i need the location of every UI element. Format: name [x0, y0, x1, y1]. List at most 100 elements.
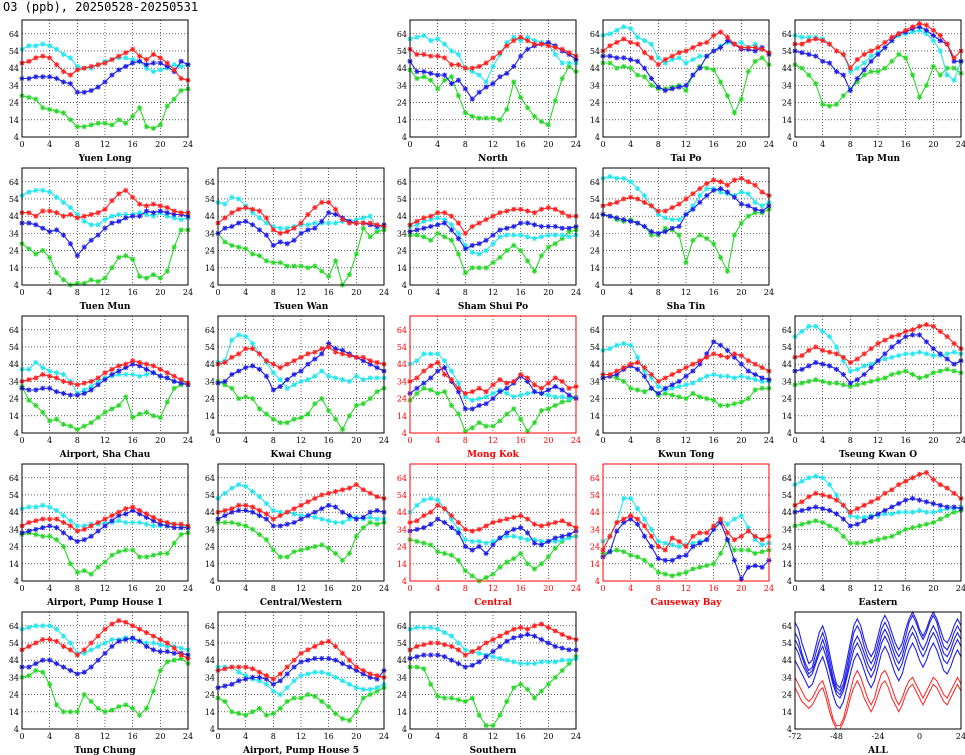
- data-point-red: [332, 349, 339, 355]
- data-point-red: [731, 537, 738, 543]
- data-point-green: [524, 686, 531, 693]
- data-point-blue: [26, 75, 32, 82]
- x-tick-label: 8: [75, 436, 80, 445]
- data-point-blue: [462, 664, 468, 670]
- data-point-blue: [868, 514, 874, 520]
- data-point-red: [545, 624, 551, 631]
- data-point-red: [305, 647, 311, 653]
- y-tick-label: 24: [397, 691, 407, 700]
- data-point-red: [157, 366, 163, 372]
- data-point-green: [545, 122, 551, 128]
- data-point-red: [896, 31, 902, 37]
- data-point-red: [291, 657, 297, 663]
- data-point-red: [704, 354, 710, 360]
- x-tick-label: 4: [820, 436, 825, 445]
- y-tick-label: 44: [205, 360, 215, 369]
- data-point-red: [840, 51, 847, 58]
- data-point-blue: [136, 511, 143, 517]
- data-point-blue: [504, 638, 510, 644]
- data-point-green: [717, 79, 724, 85]
- y-tick-label: 34: [9, 229, 19, 238]
- y-tick-label: 34: [205, 229, 215, 238]
- data-point-green: [676, 571, 682, 577]
- data-point-cyan: [683, 382, 689, 388]
- data-point-blue: [861, 67, 867, 73]
- data-point-green: [524, 258, 531, 264]
- data-point-green: [704, 65, 710, 71]
- data-point-red: [937, 32, 943, 39]
- data-point-red: [291, 358, 297, 364]
- data-point-cyan: [448, 222, 455, 228]
- station-name: Kwai Chung: [270, 450, 332, 460]
- data-point-green: [462, 698, 468, 705]
- data-point-blue: [270, 681, 276, 687]
- data-point-red: [448, 643, 455, 650]
- data-point-cyan: [455, 51, 462, 58]
- x-tick-label: 4: [435, 732, 440, 741]
- data-point-red: [634, 41, 641, 47]
- data-point-green: [559, 235, 565, 242]
- data-point-cyan: [116, 211, 122, 218]
- data-point-red: [566, 635, 572, 641]
- data-point-cyan: [53, 626, 60, 632]
- data-point-red: [545, 521, 551, 527]
- data-point-cyan: [930, 38, 936, 44]
- data-point-cyan: [74, 523, 80, 529]
- data-point-cyan: [614, 175, 620, 181]
- data-point-red: [291, 225, 297, 231]
- x-tick-label: 12: [296, 436, 306, 445]
- data-point-red: [621, 36, 627, 42]
- data-point-green: [53, 702, 60, 708]
- x-tick-label: 0: [600, 584, 605, 593]
- data-point-blue: [826, 507, 833, 514]
- x-tick-label: 0: [600, 140, 605, 149]
- x-tick-label: 0: [407, 288, 412, 297]
- data-point-red: [847, 65, 853, 71]
- x-tick-label: 16: [324, 732, 334, 741]
- data-point-blue: [854, 521, 860, 527]
- data-point-red: [882, 490, 888, 496]
- data-point-blue: [826, 60, 833, 66]
- y-tick-label: 34: [9, 673, 19, 682]
- data-point-red: [81, 380, 87, 386]
- data-point-blue: [724, 38, 731, 44]
- data-point-green: [731, 232, 738, 238]
- data-point-cyan: [476, 538, 482, 545]
- data-point-blue: [116, 638, 122, 644]
- data-point-red: [490, 55, 496, 61]
- y-tick-label: 44: [782, 64, 792, 73]
- data-point-green: [102, 275, 108, 281]
- data-point-blue: [236, 368, 242, 374]
- data-point-cyan: [243, 334, 249, 340]
- data-point-red: [628, 361, 634, 367]
- data-point-cyan: [178, 63, 184, 70]
- data-point-green: [222, 519, 228, 526]
- data-point-green: [455, 93, 462, 99]
- data-point-green: [136, 712, 143, 718]
- data-point-cyan: [53, 194, 60, 200]
- data-point-blue: [690, 72, 696, 78]
- y-tick-label: 44: [397, 656, 407, 665]
- data-point-green: [448, 402, 455, 409]
- data-point-green: [374, 688, 380, 694]
- x-tick-label: 12: [681, 584, 691, 593]
- data-point-cyan: [47, 189, 53, 195]
- station-name: Tai Po: [671, 154, 702, 164]
- y-tick-label: 54: [590, 343, 600, 352]
- x-tick-label: 24: [183, 288, 193, 297]
- data-point-cyan: [374, 375, 380, 381]
- data-point-red: [511, 626, 517, 632]
- data-point-cyan: [648, 526, 655, 532]
- data-point-red: [339, 487, 346, 493]
- data-point-blue: [53, 389, 60, 395]
- data-point-green: [319, 395, 325, 402]
- data-point-green: [88, 122, 94, 128]
- data-point-blue: [896, 339, 902, 345]
- data-point-blue: [346, 664, 353, 670]
- data-point-green: [95, 278, 101, 285]
- data-point-green: [662, 390, 668, 397]
- data-point-red: [559, 518, 565, 524]
- data-point-green: [490, 722, 496, 729]
- data-point-cyan: [717, 373, 724, 379]
